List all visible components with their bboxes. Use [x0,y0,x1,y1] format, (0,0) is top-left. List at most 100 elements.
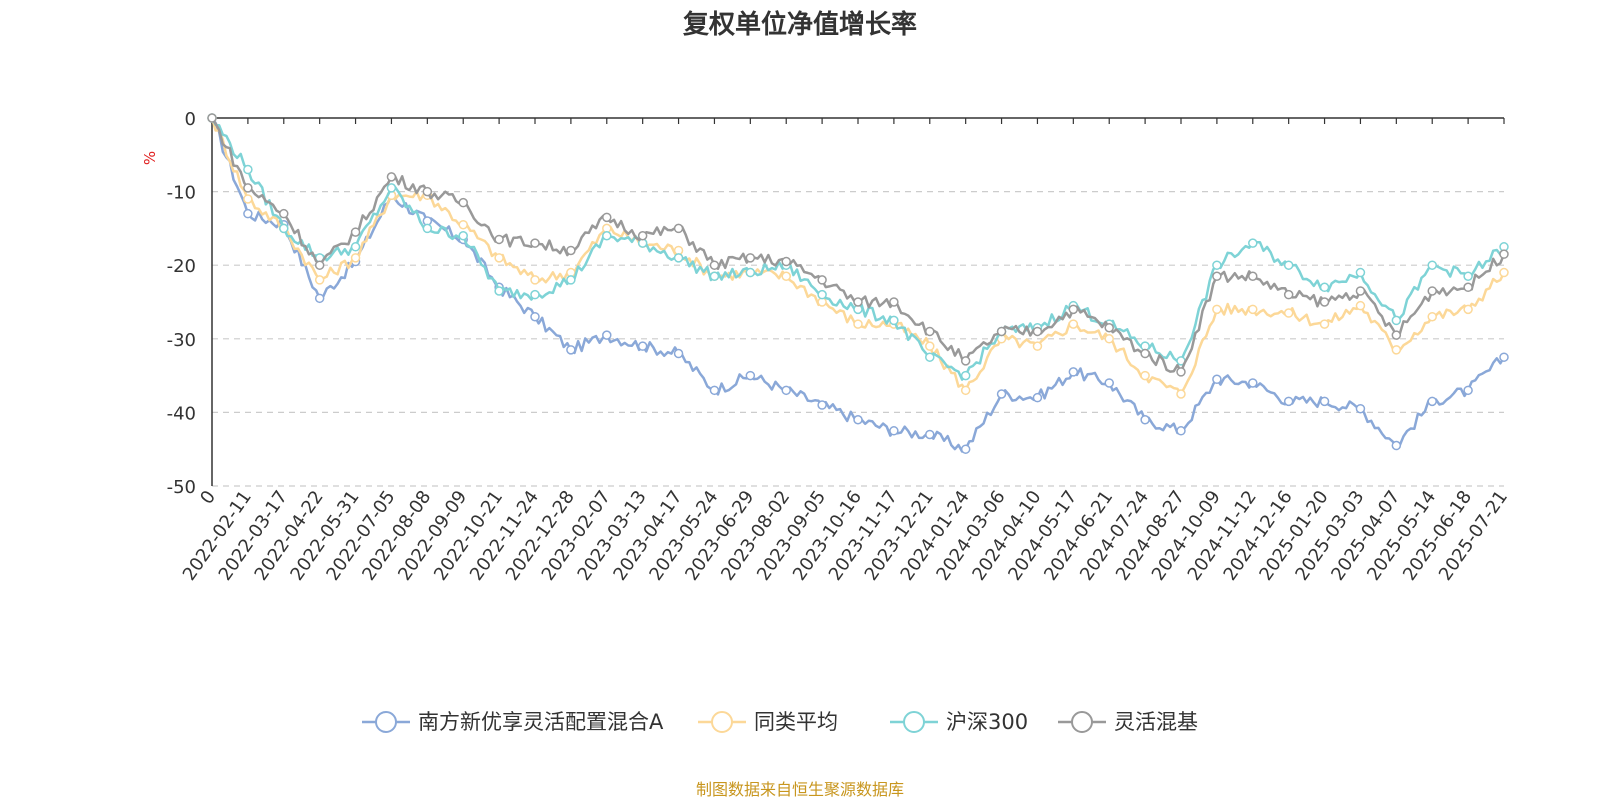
data-point [1212,374,1222,385]
data-point [1319,297,1330,307]
data-point [673,223,684,234]
data-point [817,275,827,285]
data-point [1355,403,1366,414]
y-tick-label: -40 [167,403,196,424]
data-point [530,311,540,322]
x-tick-label: 0 [196,487,220,508]
legend-swatch-marker [375,711,397,733]
data-point [494,234,504,245]
data-point [1391,440,1402,451]
data-point [925,341,935,351]
data-point [602,231,612,241]
data-point [960,370,971,381]
legend-item-label[interactable]: 南方新优享灵活配置混合A [418,710,664,734]
data-point [422,223,433,234]
data-point [1212,271,1222,281]
legend-item-label[interactable]: 沪深300 [946,710,1028,734]
data-point [1104,334,1114,344]
data-point [960,444,971,454]
data-point [889,297,899,307]
legend-swatch-marker [711,711,733,733]
data-point [1068,367,1079,377]
data-point [1032,341,1043,351]
axes: 0-10-20-30-40-50%02022-02-112022-03-1720… [141,109,1512,585]
data-point [673,253,684,263]
data-point [1319,282,1330,293]
data-point [602,330,612,340]
data-point [1499,267,1509,278]
data-point [1355,267,1366,278]
data-point [602,212,612,223]
legend-item-label[interactable]: 同类平均 [754,710,838,734]
data-point [925,326,935,337]
data-point [925,352,935,362]
y-tick-label: 0 [185,109,196,130]
data-point [1499,249,1509,259]
data-point [709,271,720,281]
series-lines [207,113,1509,454]
data-point [566,345,576,355]
data-point [1283,260,1294,270]
data-point [530,275,540,285]
data-point [458,197,468,208]
data-point [1176,367,1186,377]
data-point [1319,319,1330,329]
data-point [817,400,827,410]
data-point [1104,378,1114,388]
data-point [314,293,325,304]
data-point [1463,304,1473,315]
data-point [1176,426,1186,436]
data-point [1463,271,1473,281]
data-point [1427,311,1437,322]
y-tick-label: -20 [167,256,196,277]
data-point [960,356,971,366]
data-point [458,219,468,230]
chart-title: 复权单位净值增长率 [682,10,917,40]
data-point [1032,392,1043,403]
data-point [925,429,935,440]
data-point [745,267,756,278]
data-point [279,208,289,219]
data-point [1319,396,1330,407]
data-point [1427,396,1437,407]
legend-swatch-marker [903,711,925,733]
data-point [960,385,971,396]
data-point [709,260,720,270]
data-point [494,286,504,296]
data-point [1212,304,1222,315]
data-point [1283,396,1294,407]
data-point [637,341,648,351]
data-point [1463,282,1473,293]
legend: 南方新优享灵活配置混合A 同类平均 沪深300 灵活混基 [362,710,1198,734]
data-point [350,242,361,252]
data-point [709,385,720,396]
data-point [637,231,648,241]
data-point [566,275,576,285]
data-point [996,326,1007,337]
data-point [745,253,756,263]
data-point [1140,415,1150,425]
data-point [1212,260,1222,270]
data-point [1248,378,1258,388]
data-point [889,426,899,436]
data-point [781,271,791,281]
data-point [853,297,863,307]
data-point [207,113,217,123]
data-point [350,253,361,263]
series-line [210,117,1506,396]
source-note: 制图数据来自恒生聚源数据库 [695,780,904,799]
data-point [314,260,325,270]
data-point [243,194,253,204]
legend-swatch-marker [1071,711,1093,733]
data-point [1032,326,1043,337]
legend-item-label[interactable]: 灵活混基 [1114,710,1198,734]
data-point [386,172,397,182]
data-point [243,183,253,193]
data-point [1463,385,1473,396]
data-point [1176,389,1186,399]
data-point [279,223,289,234]
data-point [1283,289,1294,300]
y-tick-label: -50 [167,477,196,498]
data-point [1248,238,1258,248]
